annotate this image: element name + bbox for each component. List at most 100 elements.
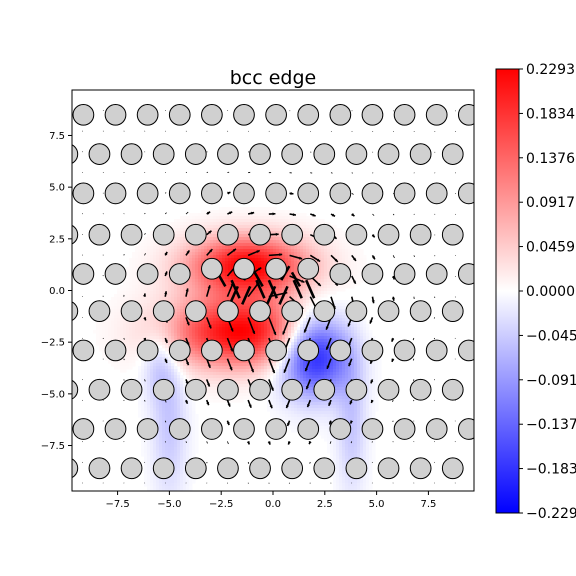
atom <box>313 143 336 165</box>
arrow-head <box>256 250 260 254</box>
atom <box>377 143 400 165</box>
displacement-arrow <box>351 172 353 174</box>
atom <box>41 104 62 125</box>
arrow-head <box>306 386 309 390</box>
atom <box>88 457 111 480</box>
atom <box>265 103 287 126</box>
atom <box>184 223 207 246</box>
displacement-arrow <box>185 211 189 215</box>
colorbar-tick-label: 0.2293 <box>526 62 575 78</box>
atom <box>281 457 304 480</box>
atom <box>265 339 287 362</box>
atom <box>249 378 271 401</box>
atom <box>409 300 432 323</box>
atom <box>441 378 464 401</box>
atom <box>72 301 79 321</box>
arrow-head <box>164 359 168 363</box>
arrow-head <box>351 213 355 217</box>
atom <box>233 257 255 280</box>
atom <box>120 300 143 323</box>
atom <box>233 182 255 205</box>
arrow-head <box>269 405 273 409</box>
atom <box>72 379 79 400</box>
displacement-arrow <box>164 192 167 194</box>
displacement-arrow <box>123 337 125 340</box>
atom <box>168 418 191 440</box>
arrow-head <box>229 367 233 371</box>
atom <box>313 223 336 246</box>
atom <box>72 182 95 205</box>
atom <box>72 224 79 245</box>
atom <box>393 103 416 126</box>
arrow-head <box>270 387 274 391</box>
atom <box>345 457 368 480</box>
arrow-head <box>317 282 321 286</box>
colorbar-tick-label: 0.0459 <box>526 240 575 256</box>
atom <box>457 339 474 362</box>
atom <box>152 378 175 401</box>
core-displacement-arrow <box>241 285 252 305</box>
atom <box>168 182 191 205</box>
arrow-head <box>329 421 332 425</box>
arrow-head <box>207 285 211 289</box>
arrow-head <box>186 250 190 254</box>
plot-area <box>41 90 496 491</box>
arrow-head <box>353 257 356 261</box>
arrow-head <box>164 271 168 275</box>
atom <box>233 103 255 126</box>
arrow-head <box>272 369 275 374</box>
atom <box>41 264 62 285</box>
displacement-arrow <box>247 461 250 464</box>
displacement-arrow <box>164 212 167 215</box>
core-displacement-arrow <box>265 285 277 305</box>
atom <box>313 378 336 401</box>
atom <box>72 339 95 362</box>
atom <box>441 143 464 165</box>
displacement-arrow <box>247 282 260 298</box>
atom <box>233 339 255 362</box>
atom <box>168 103 191 126</box>
displacement-arrow <box>412 379 415 381</box>
atom <box>201 418 223 440</box>
arrow-head <box>186 362 189 366</box>
atom <box>329 418 352 440</box>
arrow-head <box>298 256 303 260</box>
atom <box>152 300 175 323</box>
atom <box>377 223 400 246</box>
atom <box>265 418 287 440</box>
core-displacement-arrow <box>255 279 266 299</box>
x-tick-label: 5.0 <box>369 499 385 510</box>
arrow-head <box>301 279 305 283</box>
atom <box>201 103 223 126</box>
atom <box>441 457 464 480</box>
atom <box>425 182 448 205</box>
atom <box>457 418 474 440</box>
atom <box>475 224 496 245</box>
atom <box>201 257 223 280</box>
arrow-head <box>370 380 374 384</box>
atom <box>72 263 95 285</box>
atom <box>281 143 304 165</box>
displacement-arrow <box>309 461 311 464</box>
atom <box>475 144 496 165</box>
atom <box>201 182 223 205</box>
arrow-head <box>370 360 373 364</box>
atom <box>104 263 127 285</box>
atom <box>168 263 191 285</box>
atom <box>457 263 474 285</box>
arrow-head <box>287 422 290 426</box>
atom <box>184 300 207 323</box>
arrow-head <box>232 248 236 252</box>
atom <box>475 458 496 479</box>
arrow-head <box>273 331 277 335</box>
arrow-head <box>391 358 395 362</box>
atom <box>249 223 271 246</box>
colorbar-ticks: 0.2293 0.1834 0.1376 0.0917 0.0459 0.0000 −0.0… <box>519 62 576 522</box>
atom <box>233 418 255 440</box>
displacement-arrow <box>412 337 415 341</box>
atom <box>120 143 143 165</box>
atom <box>409 457 432 480</box>
atom <box>104 339 127 362</box>
atom <box>393 263 416 285</box>
colorbar-tick-label: −0.229 <box>526 506 576 522</box>
